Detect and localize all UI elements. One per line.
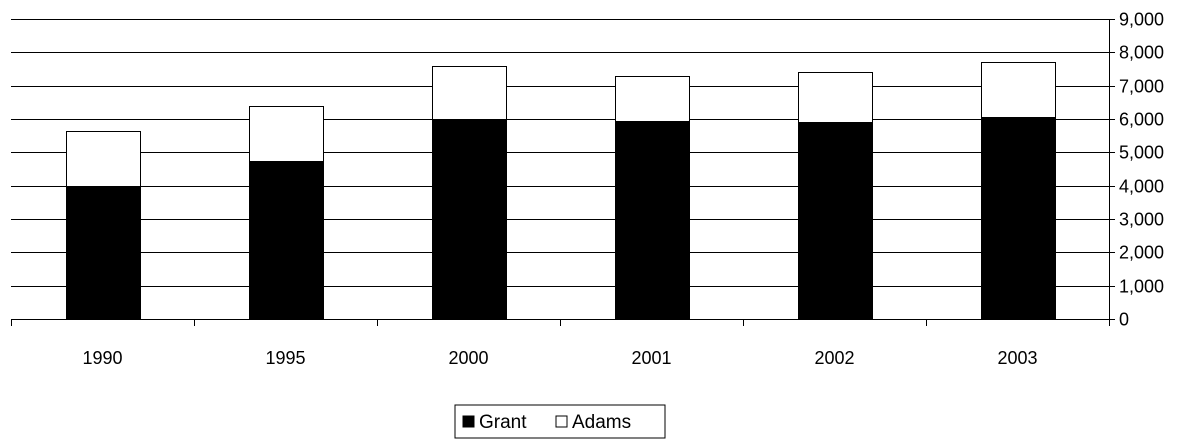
x-tick-label: 1990	[82, 348, 122, 368]
bar-grant-2002	[798, 122, 873, 320]
y-tick-label: 2,000	[1119, 243, 1164, 263]
bar-adams-2003	[981, 62, 1056, 118]
bar-adams-1995	[249, 106, 324, 162]
bars	[66, 62, 1056, 320]
bar-adams-2001	[615, 76, 690, 122]
y-tick-label: 7,000	[1119, 77, 1164, 97]
x-tick-label: 2003	[997, 348, 1037, 368]
bar-adams-2000	[432, 66, 507, 120]
bar-adams-2002	[798, 72, 873, 123]
bar-grant-1990	[66, 186, 141, 320]
legend: Grant Adams	[454, 404, 666, 439]
bar-grant-2000	[432, 119, 507, 320]
legend-swatch-adams	[555, 415, 568, 428]
x-tick-label: 2000	[448, 348, 488, 368]
x-tick-label: 2002	[814, 348, 854, 368]
bar-grant-2001	[615, 121, 690, 320]
y-tick-label: 3,000	[1119, 210, 1164, 230]
y-tick-label: 1,000	[1119, 277, 1164, 297]
legend-label-grant: Grant	[479, 412, 527, 433]
bar-adams-1990	[66, 131, 141, 187]
x-tick-label: 1995	[265, 348, 305, 368]
bar-grant-1995	[249, 161, 324, 320]
y-tick-label: 8,000	[1119, 43, 1164, 63]
y-tick-labels: 0 1,000 2,000 3,000 4,000 5,000 6,000 7,000 8,00…	[1119, 10, 1164, 330]
y-tick-label: 6,000	[1119, 110, 1164, 130]
legend-swatch-grant	[462, 415, 475, 428]
legend-label-adams: Adams	[572, 412, 631, 433]
x-tick-labels: 1990 1995 2000 2001 2002 2003	[82, 348, 1037, 368]
y-tick-label: 4,000	[1119, 177, 1164, 197]
y-tick-label: 0	[1119, 310, 1129, 330]
y-tick-label: 9,000	[1119, 10, 1164, 30]
gridlines	[11, 19, 1109, 287]
axes	[11, 19, 1115, 326]
bar-grant-2003	[981, 117, 1056, 320]
y-tick-label: 5,000	[1119, 143, 1164, 163]
x-tick-label: 2001	[631, 348, 671, 368]
